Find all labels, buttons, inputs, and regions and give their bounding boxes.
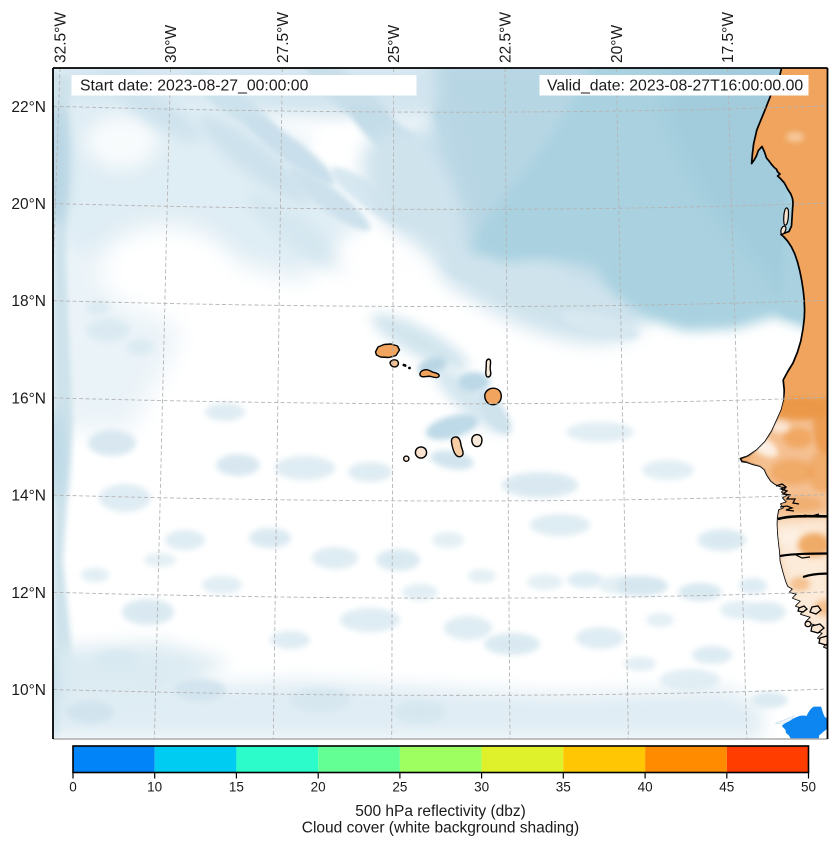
- svg-text:35: 35: [556, 780, 571, 795]
- svg-text:10: 10: [147, 780, 162, 795]
- svg-text:20°N: 20°N: [11, 196, 46, 213]
- svg-text:Start date: 2023-08-27_00:00:0: Start date: 2023-08-27_00:00:00: [80, 78, 309, 95]
- svg-text:20°W: 20°W: [609, 25, 626, 63]
- svg-text:40: 40: [638, 780, 653, 795]
- svg-text:500 hPa reflectivity (dbz): 500 hPa reflectivity (dbz): [355, 803, 526, 820]
- svg-text:15: 15: [229, 780, 244, 795]
- svg-text:0: 0: [69, 780, 77, 795]
- svg-text:12°N: 12°N: [11, 585, 46, 602]
- svg-text:20: 20: [311, 780, 326, 795]
- svg-text:22°N: 22°N: [11, 99, 46, 116]
- svg-text:16°N: 16°N: [11, 390, 46, 407]
- svg-text:22.5°W: 22.5°W: [498, 12, 515, 63]
- svg-text:50: 50: [801, 780, 816, 795]
- svg-text:Valid_date: 2023-08-27T16:00:0: Valid_date: 2023-08-27T16:00:00.00: [547, 78, 803, 95]
- svg-text:14°N: 14°N: [11, 488, 46, 505]
- svg-text:25: 25: [392, 780, 407, 795]
- svg-text:25°W: 25°W: [386, 25, 403, 63]
- svg-text:30: 30: [474, 780, 489, 795]
- svg-text:30°W: 30°W: [163, 25, 180, 63]
- svg-text:10°N: 10°N: [11, 682, 46, 699]
- svg-text:Cloud cover (white background: Cloud cover (white background shading): [302, 819, 579, 836]
- svg-text:17.5°W: 17.5°W: [720, 12, 737, 63]
- svg-text:18°N: 18°N: [11, 293, 46, 310]
- svg-text:27.5°W: 27.5°W: [275, 12, 292, 63]
- svg-text:45: 45: [719, 780, 734, 795]
- svg-text:32.5°W: 32.5°W: [53, 12, 70, 63]
